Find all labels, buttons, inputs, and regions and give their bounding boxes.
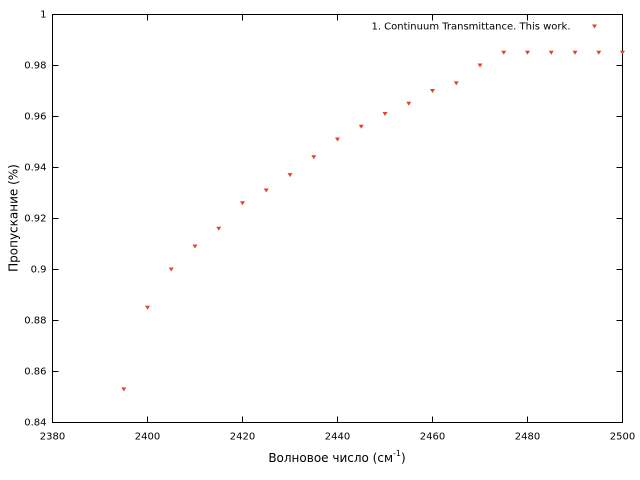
y-tick-label: 0.94 xyxy=(24,163,46,174)
y-tick-label: 0.86 xyxy=(24,367,46,378)
point xyxy=(145,305,150,310)
point xyxy=(335,137,340,142)
point xyxy=(358,124,364,129)
point xyxy=(263,188,269,193)
x-tick-label: 2380 xyxy=(40,432,65,443)
point xyxy=(501,50,507,55)
y-axis-label: Пропускание (%) xyxy=(7,164,21,272)
point xyxy=(430,89,435,93)
point xyxy=(240,201,245,206)
point xyxy=(382,111,388,116)
y-tick-label: 0.84 xyxy=(24,418,46,429)
x-tick-label: 2480 xyxy=(515,432,540,443)
y-tick-label: 1 xyxy=(40,10,46,21)
point xyxy=(477,63,483,68)
point xyxy=(620,50,625,55)
x-tick-label: 2500 xyxy=(610,432,635,443)
point xyxy=(572,50,578,55)
point xyxy=(453,81,459,86)
x-axis-label: Волновое число (см-1) xyxy=(268,449,405,465)
x-axis-label-text: Волновое число (см xyxy=(268,451,393,465)
x-axis-label-suffix: ) xyxy=(401,451,406,465)
x-axis-label-sup: -1 xyxy=(393,449,401,458)
point xyxy=(192,244,198,249)
point xyxy=(596,50,602,55)
y-tick-label: 0.88 xyxy=(24,316,46,327)
point xyxy=(168,267,174,272)
y-tick-label: 0.96 xyxy=(24,112,46,123)
point xyxy=(311,155,317,160)
y-tick-label: 0.92 xyxy=(24,214,46,225)
x-tick-label: 2440 xyxy=(325,432,350,443)
legend-marker xyxy=(592,24,597,29)
point xyxy=(406,101,412,106)
x-tick-label: 2420 xyxy=(230,432,255,443)
point xyxy=(287,173,293,178)
point xyxy=(548,50,554,55)
x-tick-label: 2460 xyxy=(420,432,445,443)
x-tick-label: 2400 xyxy=(135,432,160,443)
legend-label: 1. Continuum Transmittance. This work. xyxy=(371,22,570,33)
point xyxy=(525,50,530,55)
point xyxy=(121,387,127,392)
point xyxy=(216,226,222,231)
y-tick-label: 0.98 xyxy=(24,61,46,72)
plot-frame xyxy=(52,14,623,423)
y-tick-label: 0.9 xyxy=(31,265,47,276)
